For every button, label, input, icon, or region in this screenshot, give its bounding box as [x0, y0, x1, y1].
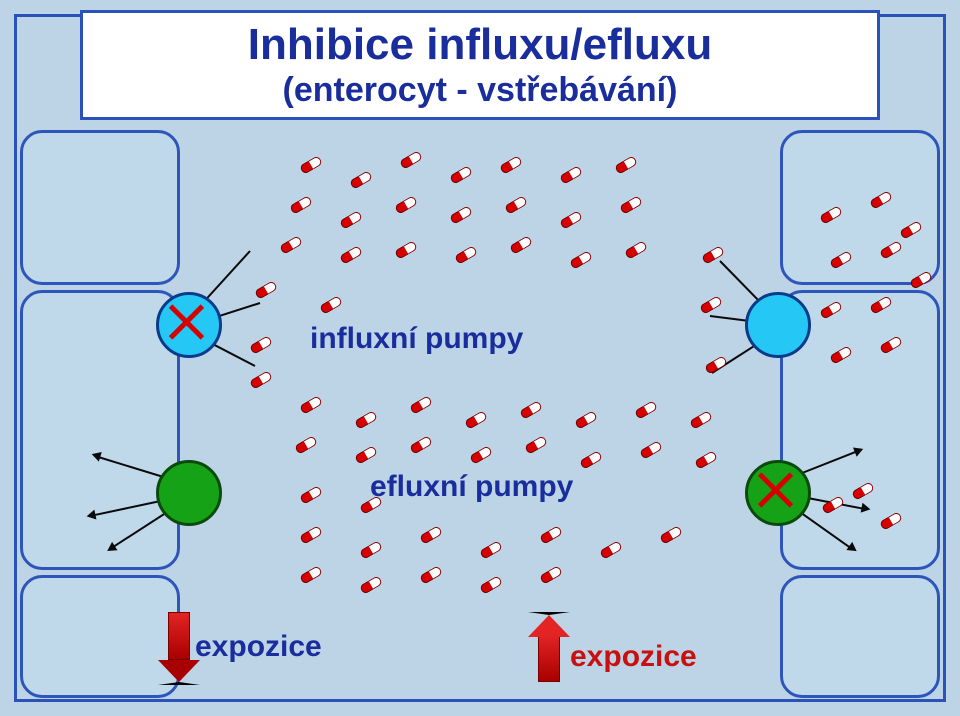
label-exposure-left: expozice: [195, 630, 322, 664]
pump-influx-left: [156, 292, 222, 358]
label-influx-pumps: influxní pumpy: [310, 322, 523, 356]
label-efflux-pumps: efluxní pumpy: [370, 470, 573, 504]
enterocyte-cell: [780, 130, 940, 285]
exposure-up-arrow: [528, 612, 570, 682]
pump-efflux-right: [745, 460, 811, 526]
enterocyte-cell: [780, 575, 940, 698]
title-line-2: (enterocyt - vstřebávání): [283, 71, 678, 110]
diagram-stage: influxní pumpy efluxní pumpy expozice ex…: [0, 0, 960, 716]
exposure-down-arrow: [158, 612, 200, 682]
label-exposure-right: expozice: [570, 640, 697, 674]
pump-influx-right: [745, 292, 811, 358]
pump-efflux-left: [156, 460, 222, 526]
enterocyte-cell: [20, 575, 180, 698]
title-box: Inhibice influxu/efluxu (enterocyt - vst…: [80, 10, 880, 120]
enterocyte-cell: [20, 130, 180, 285]
title-line-1: Inhibice influxu/efluxu: [248, 20, 712, 71]
